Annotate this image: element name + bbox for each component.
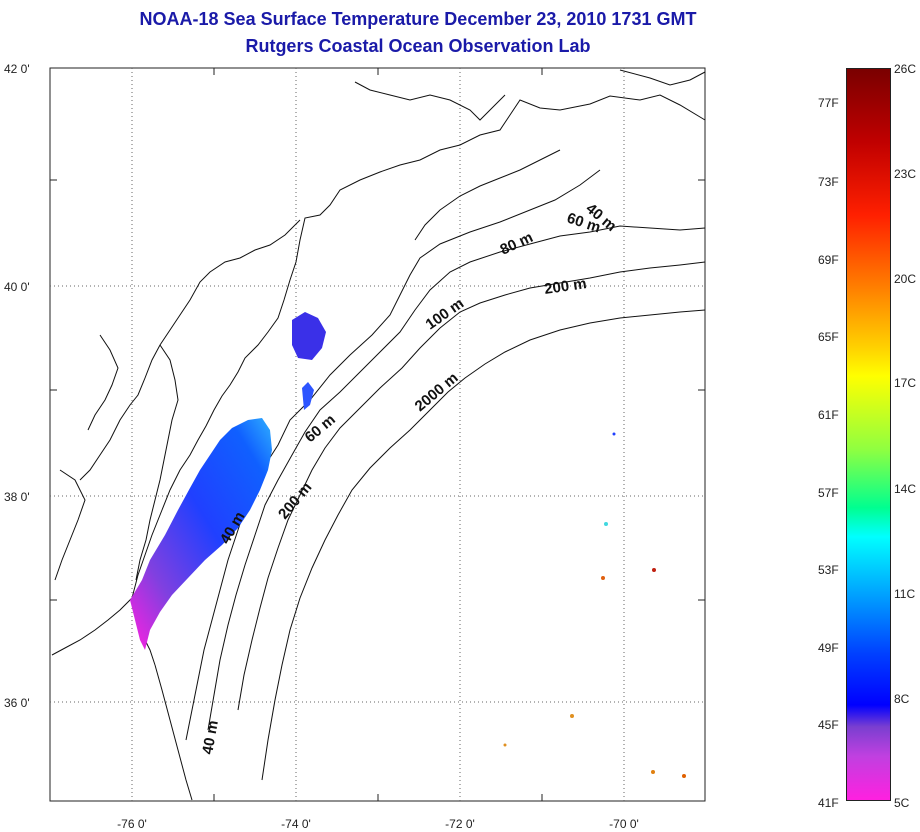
lat-tick-label: 42 0' xyxy=(4,62,30,76)
colorbar-c-label: 26C xyxy=(894,62,917,76)
map-subtitle: Rutgers Coastal Ocean Observation Lab xyxy=(245,36,591,56)
colorbar-f-label: 77F xyxy=(818,96,839,110)
colorbar-f-label: 65F xyxy=(818,330,839,344)
bathymetry-contours xyxy=(185,149,706,781)
lon-tick-label: -72 0' xyxy=(445,817,475,831)
colorbar-c-label: 23C xyxy=(894,167,917,181)
sst-patch-small xyxy=(302,382,314,410)
colorbar-c-label: 17C xyxy=(894,376,917,390)
sst-patch-delmarva xyxy=(130,418,272,650)
sst-speck xyxy=(604,522,608,526)
colorbar-c-label: 20C xyxy=(894,272,917,286)
sst-speck xyxy=(682,774,686,778)
lat-tick-label: 36 0' xyxy=(4,696,30,710)
lon-tick-label: -74 0' xyxy=(281,817,311,831)
colorbar-f-label: 45F xyxy=(818,718,839,732)
colorbar-c-label: 14C xyxy=(894,482,917,496)
colorbar-f-label: 57F xyxy=(818,486,839,500)
map-frame xyxy=(49,67,706,802)
sst-speck xyxy=(652,568,656,572)
sst-speck xyxy=(503,743,507,747)
colorbar-c-label: 5C xyxy=(894,796,910,810)
contour-label: 40 m xyxy=(199,719,222,756)
temperature-colorbar xyxy=(846,68,891,801)
sst-patch-newjersey xyxy=(292,312,326,360)
sst-speck xyxy=(601,576,605,580)
colorbar-f-label: 53F xyxy=(818,563,839,577)
colorbar-f-label: 69F xyxy=(818,253,839,267)
frame-ticks xyxy=(50,68,705,801)
sst-speck xyxy=(612,432,616,436)
colorbar-f-label: 41F xyxy=(818,796,839,810)
coastline xyxy=(51,69,706,801)
colorbar-f-label: 61F xyxy=(818,408,839,422)
lon-tick-label: -76 0' xyxy=(117,817,147,831)
lon-tick-label: -70 0' xyxy=(609,817,639,831)
lat-tick-label: 40 0' xyxy=(4,280,30,294)
contour-label: 200 m xyxy=(543,275,587,298)
colorbar-f-label: 73F xyxy=(818,175,839,189)
lat-tick-label: 38 0' xyxy=(4,490,30,504)
colorbar-c-label: 11C xyxy=(894,587,916,601)
map-title: NOAA-18 Sea Surface Temperature December… xyxy=(139,9,697,29)
colorbar-f-label: 49F xyxy=(818,641,839,655)
sst-data-patches xyxy=(130,312,686,778)
sst-speck xyxy=(651,770,655,774)
colorbar-c-label: 8C xyxy=(894,692,910,706)
sst-speck xyxy=(570,714,574,718)
